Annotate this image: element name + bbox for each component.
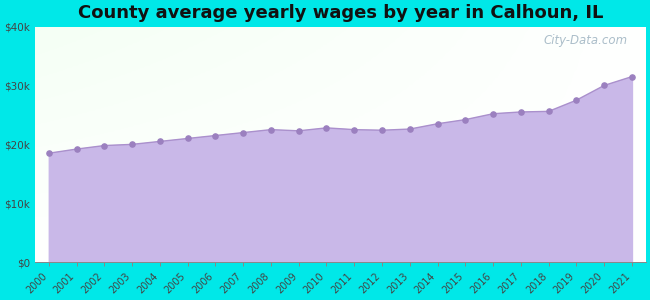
Point xyxy=(377,128,387,133)
Point xyxy=(404,127,415,131)
Point xyxy=(127,142,137,147)
Text: City-Data.com: City-Data.com xyxy=(543,34,627,46)
Point xyxy=(543,109,554,114)
Point xyxy=(99,143,110,148)
Point xyxy=(488,111,499,116)
Point xyxy=(44,151,54,156)
Point xyxy=(155,139,165,144)
Point xyxy=(183,136,193,141)
Point xyxy=(571,98,582,103)
Point xyxy=(321,125,332,130)
Point xyxy=(460,117,471,122)
Point xyxy=(266,127,276,132)
Point xyxy=(238,130,248,135)
Point xyxy=(349,127,359,132)
Point xyxy=(432,121,443,126)
Point xyxy=(72,147,82,152)
Title: County average yearly wages by year in Calhoun, IL: County average yearly wages by year in C… xyxy=(78,4,603,22)
Point xyxy=(627,74,637,79)
Point xyxy=(515,110,526,114)
Point xyxy=(599,83,610,88)
Point xyxy=(294,128,304,133)
Point xyxy=(210,133,220,138)
